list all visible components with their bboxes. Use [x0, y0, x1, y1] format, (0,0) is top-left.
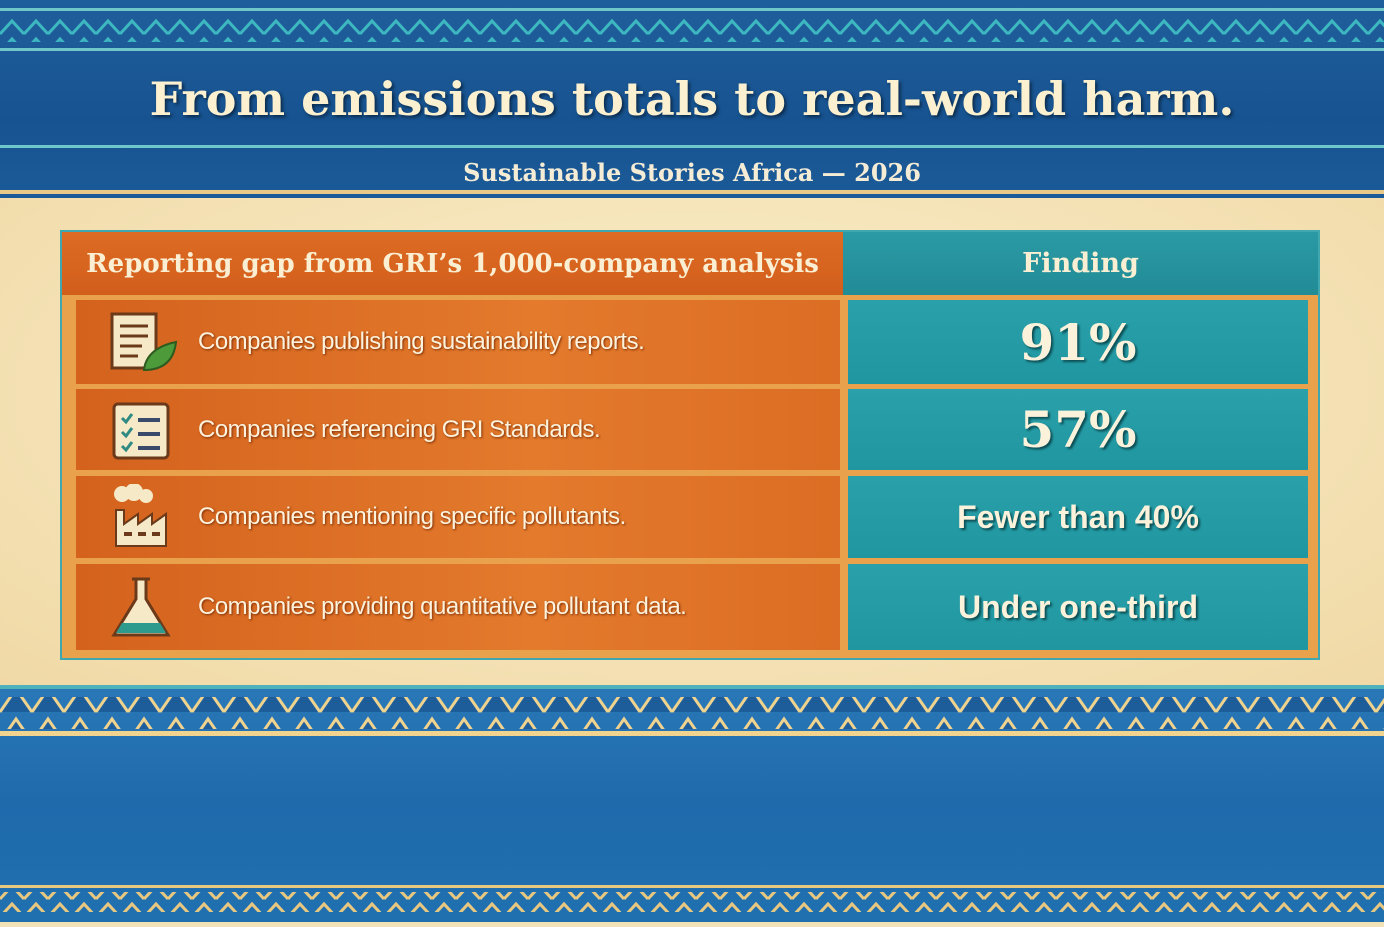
- row-label: Companies providing quantitative polluta…: [76, 564, 840, 650]
- bottom-pattern: [0, 685, 1384, 912]
- flask-icon: [111, 577, 171, 637]
- top-banner: [0, 0, 1384, 198]
- checklist-icon: [112, 402, 170, 460]
- column-header: Reporting gap from GRI’s 1,000-company a…: [62, 232, 843, 295]
- row-label: Companies publishing sustainability repo…: [76, 300, 840, 384]
- factory-icon: [114, 484, 167, 547]
- row-label: Companies referencing GRI Standards.: [76, 389, 840, 470]
- subtitle: Sustainable Stories Africa — 2026: [463, 158, 921, 187]
- row-finding: 91%: [848, 300, 1308, 384]
- row-finding: Fewer than 40%: [848, 476, 1308, 558]
- row-finding: Under one-third: [848, 564, 1308, 650]
- title: From emissions totals to real-world harm…: [149, 72, 1235, 126]
- bottom-banner: [0, 685, 1384, 922]
- column-header: Finding: [843, 232, 1318, 295]
- report-icon: [110, 312, 178, 372]
- row-finding: 57%: [848, 389, 1308, 470]
- top-pattern: [0, 8, 1384, 194]
- row-label: Companies mentioning specific pollutants…: [76, 476, 840, 558]
